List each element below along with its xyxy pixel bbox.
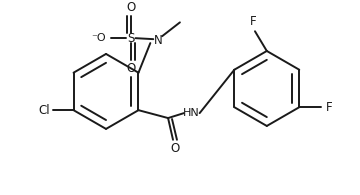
Text: F: F [325, 101, 332, 114]
Text: S: S [127, 32, 134, 45]
Text: O: O [170, 142, 180, 155]
Text: F: F [250, 15, 256, 28]
Text: O: O [126, 1, 135, 14]
Text: N: N [154, 34, 163, 47]
Text: ⁻O: ⁻O [92, 33, 106, 43]
Text: Cl: Cl [38, 104, 50, 117]
Text: O: O [126, 62, 135, 75]
Text: HN: HN [183, 108, 200, 118]
